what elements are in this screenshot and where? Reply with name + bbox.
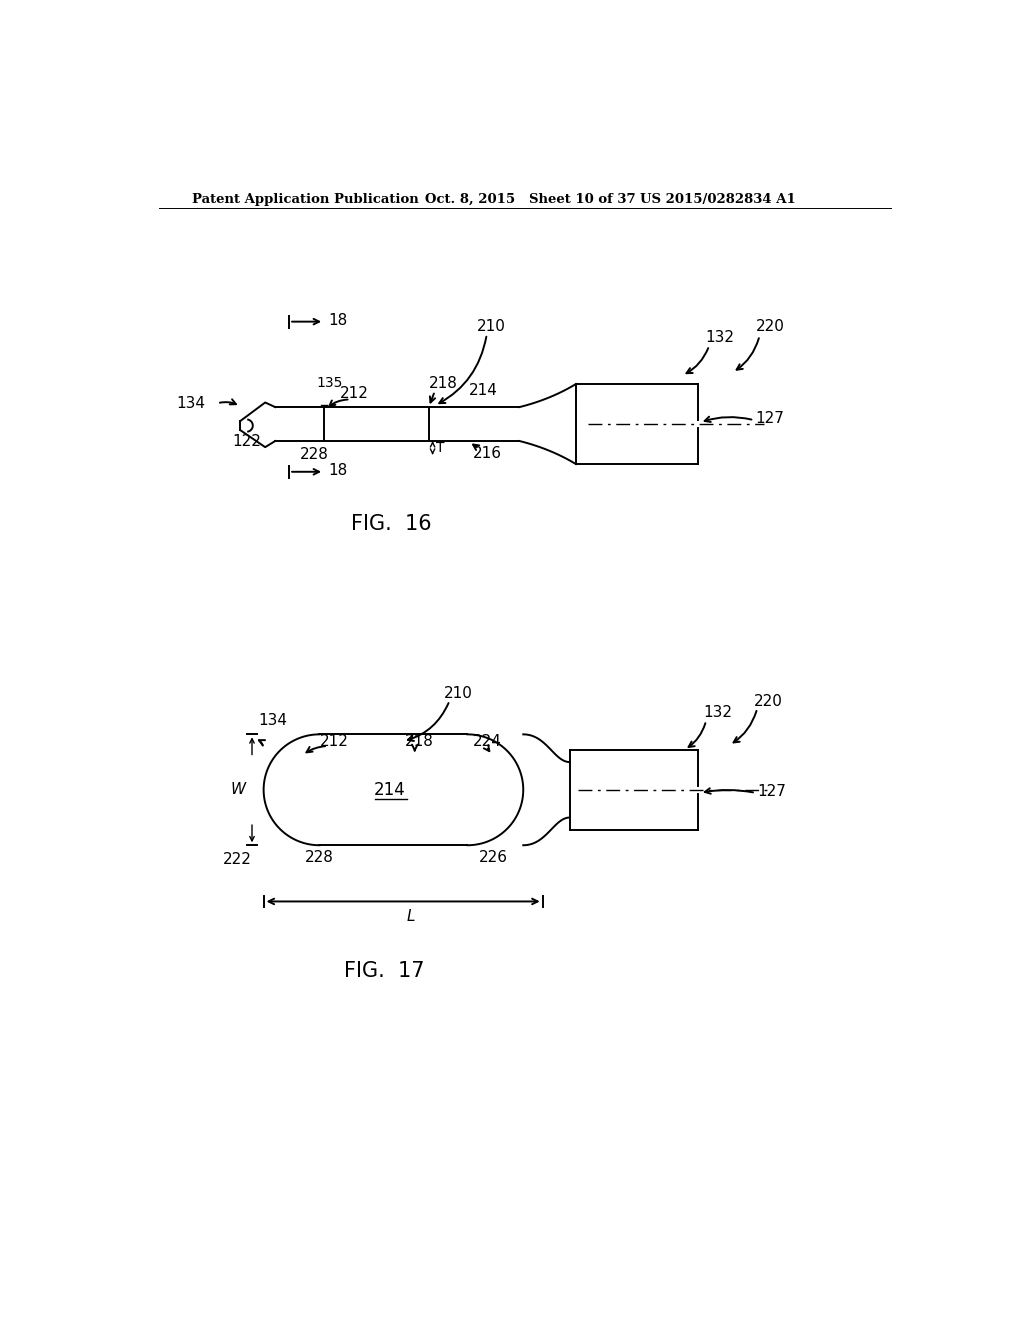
Text: L: L — [407, 909, 415, 924]
Text: 135: 135 — [316, 376, 343, 391]
Text: 226: 226 — [479, 850, 508, 865]
Text: 224: 224 — [473, 734, 502, 748]
Text: 127: 127 — [758, 784, 786, 799]
Text: 222: 222 — [223, 851, 252, 867]
Text: 132: 132 — [706, 330, 734, 345]
Text: FIG.  17: FIG. 17 — [343, 961, 424, 981]
Text: 214: 214 — [374, 781, 406, 799]
Text: 218: 218 — [404, 734, 433, 748]
Text: 220: 220 — [755, 694, 783, 709]
Text: 228: 228 — [305, 850, 334, 865]
Text: 214: 214 — [469, 383, 498, 399]
Text: 218: 218 — [429, 376, 458, 391]
Text: 210: 210 — [444, 686, 473, 701]
Text: T: T — [436, 441, 445, 455]
Text: 212: 212 — [321, 734, 349, 748]
Text: Oct. 8, 2015   Sheet 10 of 37: Oct. 8, 2015 Sheet 10 of 37 — [425, 193, 636, 206]
Text: 134: 134 — [258, 713, 287, 729]
Text: US 2015/0282834 A1: US 2015/0282834 A1 — [640, 193, 796, 206]
Text: W: W — [230, 783, 246, 797]
Text: 127: 127 — [756, 411, 784, 426]
Text: 212: 212 — [340, 385, 369, 401]
Text: FIG.  16: FIG. 16 — [351, 515, 432, 535]
Text: 216: 216 — [473, 446, 502, 461]
Text: 134: 134 — [176, 396, 206, 411]
Text: 132: 132 — [703, 705, 732, 721]
Text: Patent Application Publication: Patent Application Publication — [193, 193, 419, 206]
Text: 18: 18 — [328, 313, 347, 327]
Text: 228: 228 — [300, 447, 329, 462]
Text: 220: 220 — [756, 318, 784, 334]
Text: 122: 122 — [232, 434, 261, 449]
Text: 18: 18 — [328, 463, 347, 478]
Text: 210: 210 — [477, 318, 506, 334]
